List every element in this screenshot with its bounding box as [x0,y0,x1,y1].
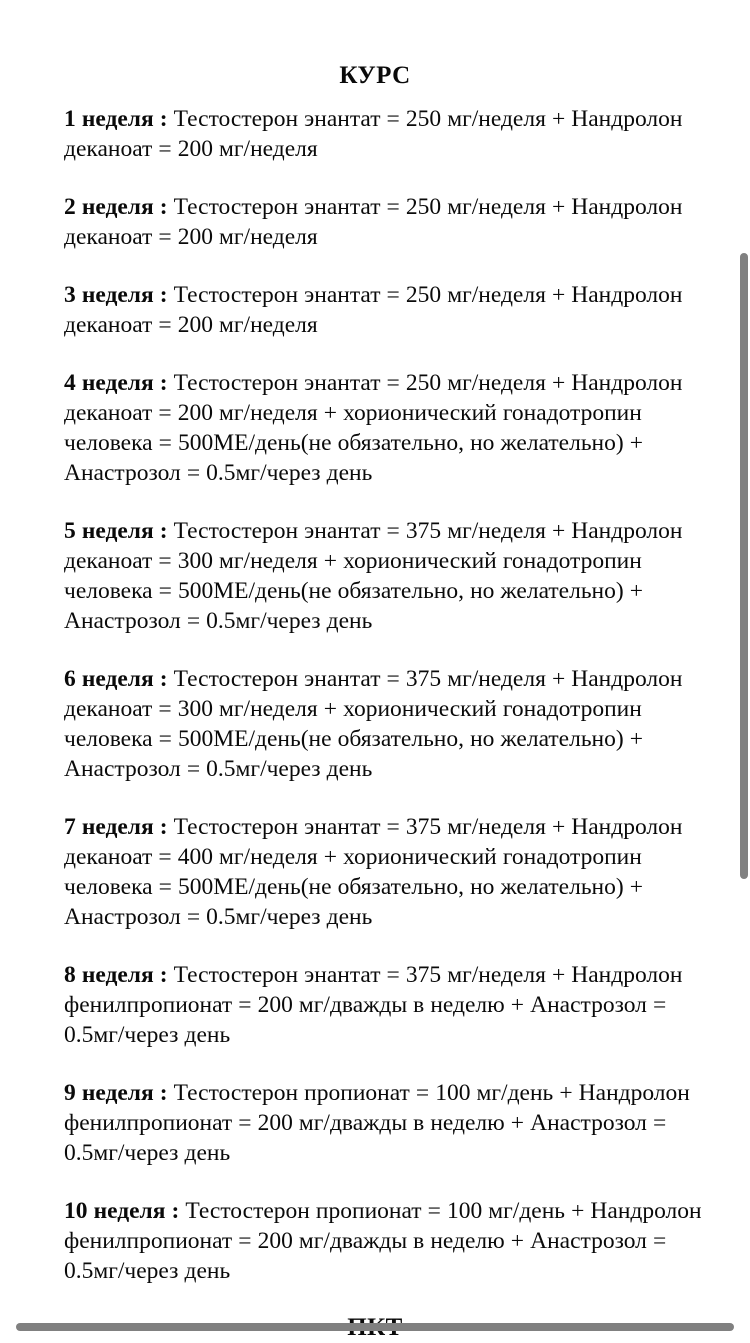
page-title: КУРС [339,61,411,89]
week-label: 4 неделя : [64,370,168,396]
week-label: 10 неделя : [64,1198,180,1224]
week-entry-2: 2 неделя : Тестостерон энантат = 250 мг/… [64,192,728,252]
week-text: Тестостерон энантат = 250 мг/неделя + На… [64,370,683,486]
vertical-scrollbar-thumb[interactable] [740,253,748,879]
week-entry-8: 8 неделя : Тестостерон энантат = 375 мг/… [64,960,728,1050]
week-text: Тестостерон энантат = 375 мг/неделя + На… [64,962,683,1048]
week-label: 9 неделя : [64,1080,168,1106]
week-text: Тестостерон пропионат = 100 мг/день + На… [64,1080,690,1166]
week-label: 6 неделя : [64,666,168,692]
week-entry-9: 9 неделя : Тестостерон пропионат = 100 м… [64,1078,728,1168]
week-entry-4: 4 неделя : Тестостерон энантат = 250 мг/… [64,368,728,488]
horizontal-scrollbar[interactable] [0,1320,750,1334]
week-text: Тестостерон энантат = 375 мг/неделя + На… [64,666,683,782]
week-text: Тестостерон энантат = 250 мг/неделя + На… [64,194,683,250]
vertical-scrollbar[interactable] [738,0,750,1334]
week-text: Тестостерон энантат = 250 мг/неделя + На… [64,106,683,162]
week-label: 2 неделя : [64,194,168,220]
week-label: 3 неделя : [64,282,168,308]
horizontal-scrollbar-thumb[interactable] [16,1323,734,1331]
cycle-schedule-list: 1 неделя : Тестостерон энантат = 250 мг/… [64,104,728,1286]
week-entry-5: 5 неделя : Тестостерон энантат = 375 мг/… [64,516,728,636]
week-label: 7 неделя : [64,814,168,840]
week-label: 5 неделя : [64,518,168,544]
week-text: Тестостерон энантат = 375 мг/неделя + На… [64,814,683,930]
week-entry-7: 7 неделя : Тестостерон энантат = 375 мг/… [64,812,728,932]
week-text: Тестостерон пропионат = 100 мг/день + На… [64,1198,702,1284]
week-entry-6: 6 неделя : Тестостерон энантат = 375 мг/… [64,664,728,784]
week-label: 8 неделя : [64,962,168,988]
week-text: Тестостерон энантат = 250 мг/неделя + На… [64,282,683,338]
week-text: Тестостерон энантат = 375 мг/неделя + На… [64,518,683,634]
week-entry-1: 1 неделя : Тестостерон энантат = 250 мг/… [64,104,728,164]
week-entry-3: 3 неделя : Тестостерон энантат = 250 мг/… [64,280,728,340]
week-label: 1 неделя : [64,106,168,132]
week-entry-10: 10 неделя : Тестостерон пропионат = 100 … [64,1196,728,1286]
